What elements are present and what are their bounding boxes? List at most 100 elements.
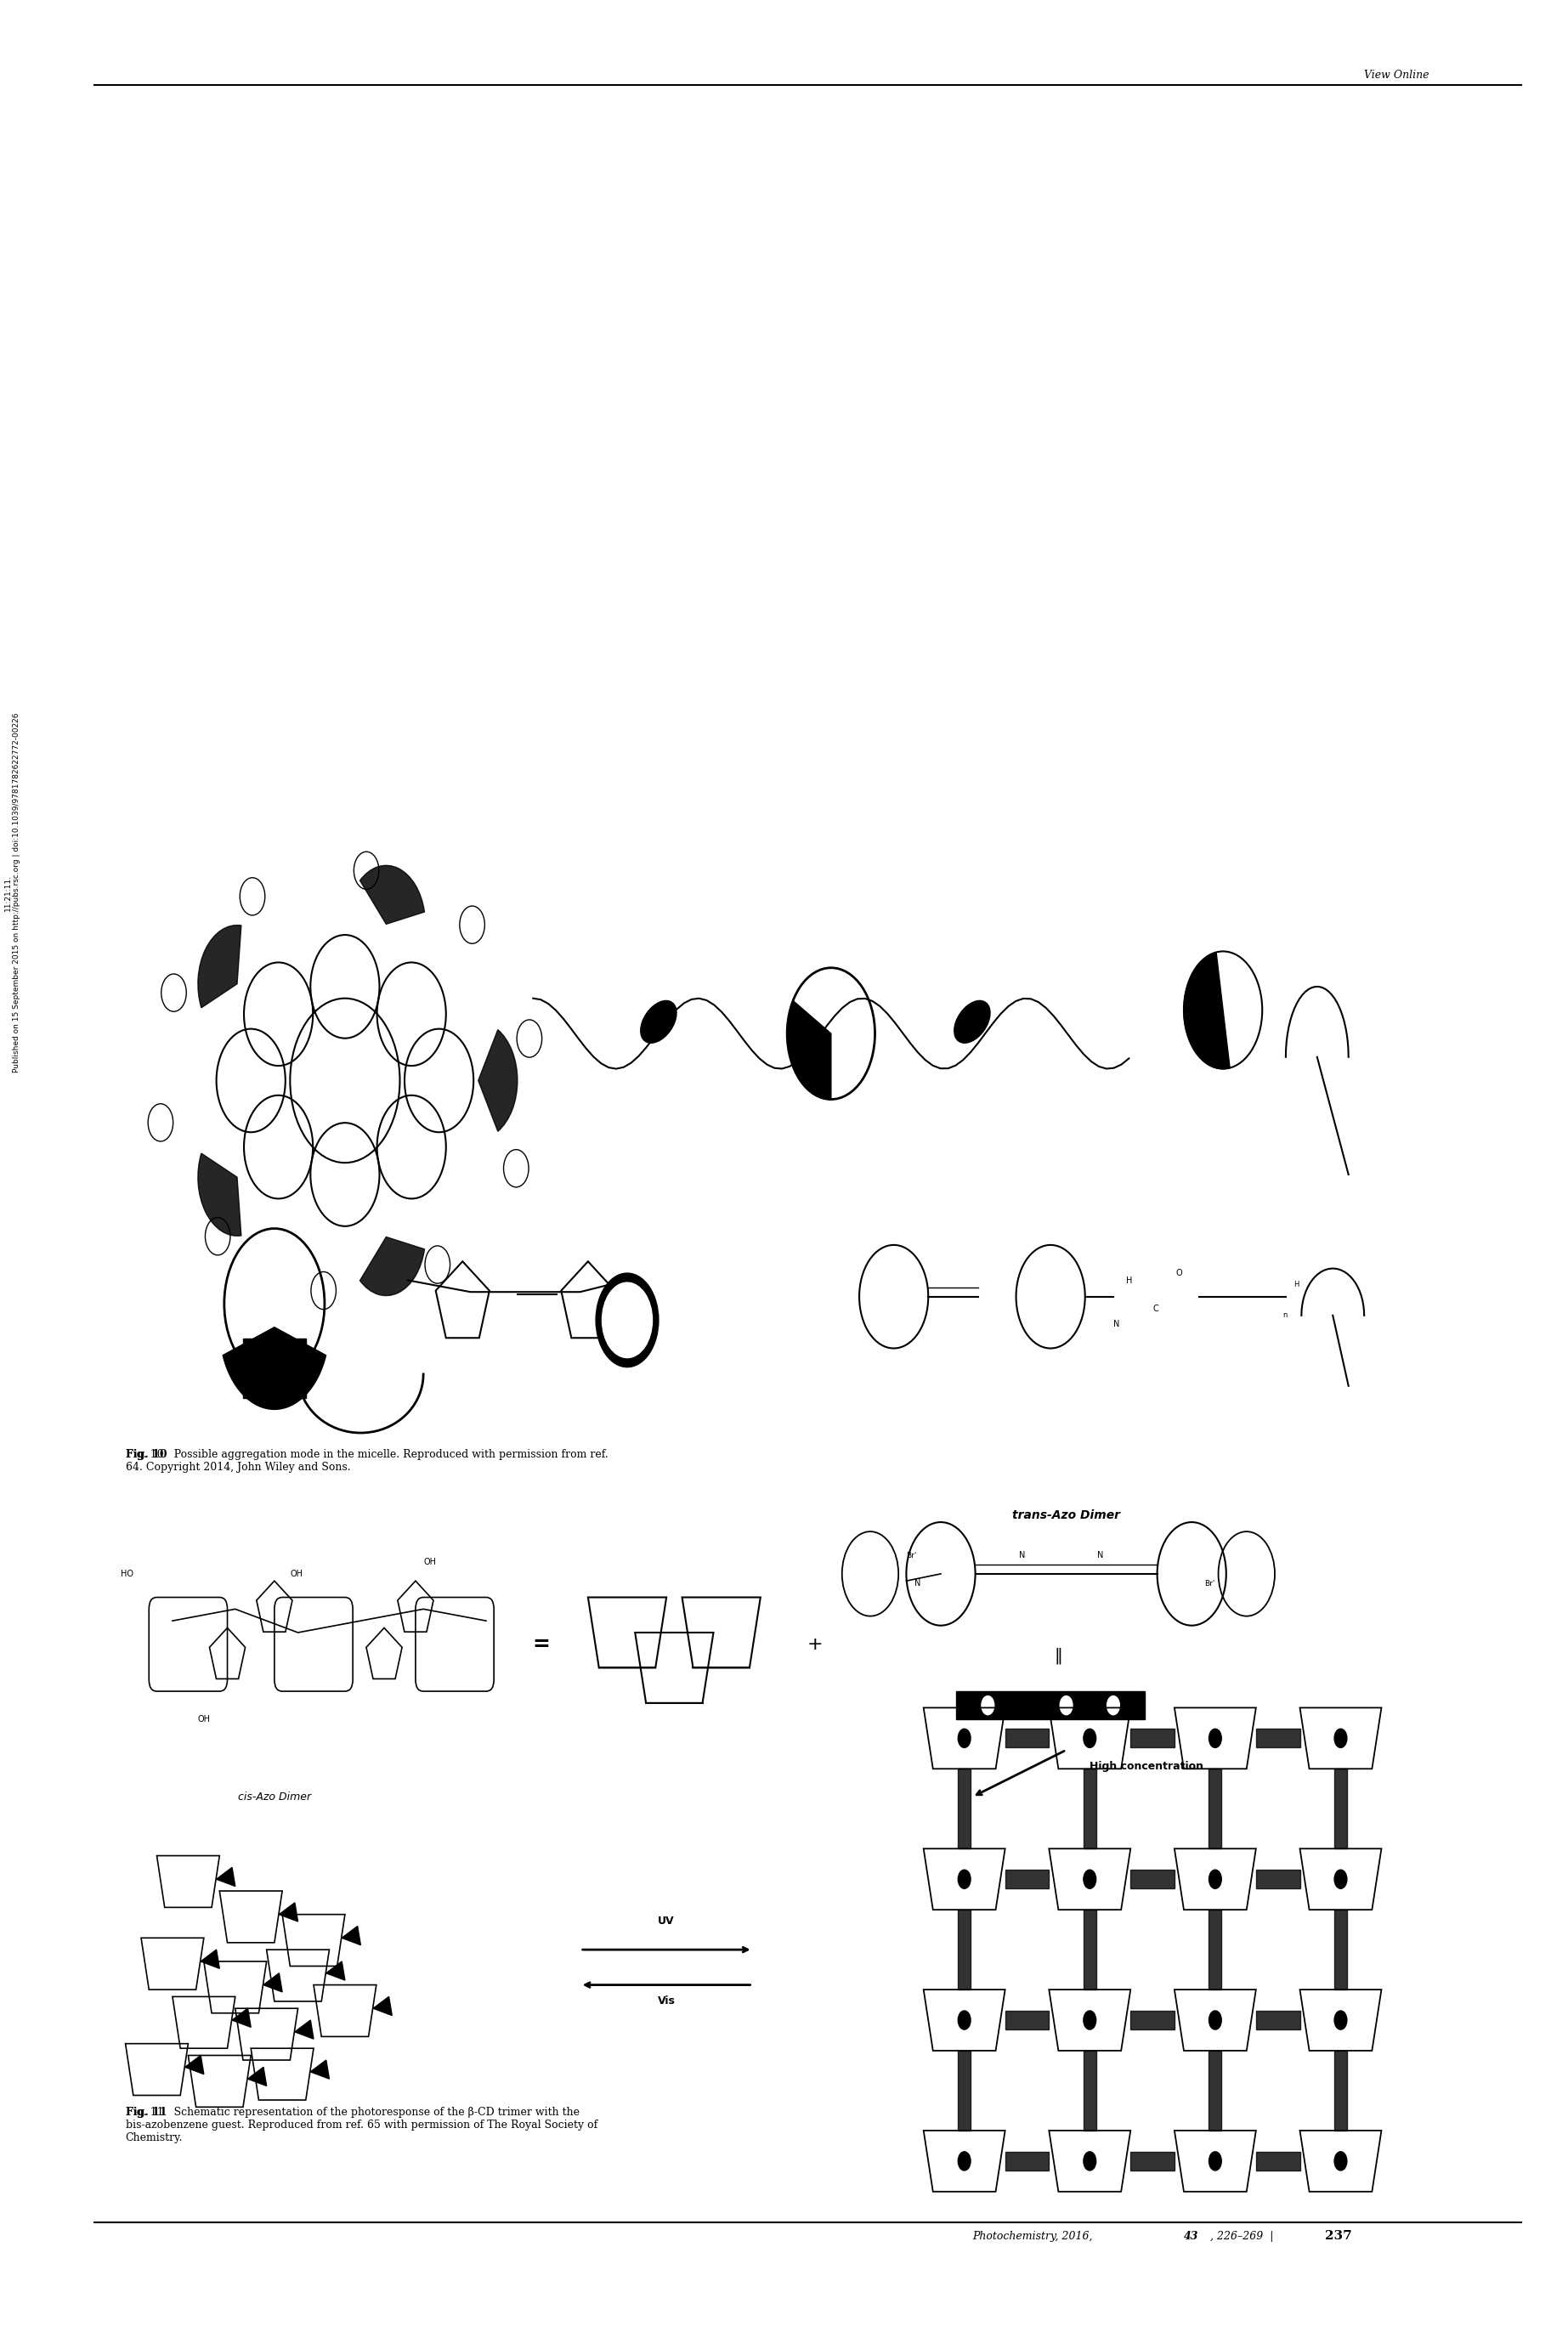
Wedge shape — [1184, 951, 1229, 1069]
Circle shape — [1209, 1729, 1221, 1748]
Text: H: H — [1126, 1276, 1132, 1285]
Wedge shape — [223, 1327, 326, 1409]
Text: N: N — [1019, 1550, 1025, 1560]
Wedge shape — [198, 926, 241, 1008]
Text: O: O — [1176, 1268, 1182, 1278]
Text: Fig. 10   Possible aggregation mode in the micelle. Reproduced with permission f: Fig. 10 Possible aggregation mode in the… — [125, 1449, 608, 1473]
Circle shape — [1107, 1696, 1120, 1715]
Wedge shape — [787, 1001, 831, 1099]
Text: N: N — [1098, 1550, 1104, 1560]
Text: =: = — [532, 1635, 550, 1654]
Bar — [1083, 1910, 1096, 1990]
Bar — [956, 1691, 1145, 1719]
Text: OH: OH — [290, 1569, 303, 1579]
Polygon shape — [263, 1973, 282, 1992]
Polygon shape — [185, 2055, 204, 2074]
Circle shape — [1334, 2152, 1347, 2170]
Text: H: H — [1294, 1280, 1298, 1290]
Bar — [1005, 1870, 1049, 1889]
Circle shape — [982, 1696, 994, 1715]
Bar — [1334, 1910, 1347, 1990]
Circle shape — [1083, 1870, 1096, 1889]
Text: cis-Azo Dimer: cis-Azo Dimer — [238, 1792, 310, 1802]
Wedge shape — [478, 1029, 517, 1132]
Circle shape — [1209, 2152, 1221, 2170]
Text: Fig. 11: Fig. 11 — [125, 2107, 166, 2119]
Bar — [1005, 2011, 1049, 2030]
Text: 11:21:11.
Published on 15 September 2015 on http://pubs.rsc.org | doi:10.1039/97: 11:21:11. Published on 15 September 2015… — [5, 712, 20, 1073]
Polygon shape — [310, 2060, 329, 2079]
Circle shape — [1209, 1870, 1221, 1889]
Text: OH: OH — [198, 1715, 210, 1724]
Text: Photochemistry, 2016,: Photochemistry, 2016, — [972, 2232, 1096, 2241]
Circle shape — [1083, 2152, 1096, 2170]
Text: 43: 43 — [1184, 2232, 1198, 2241]
Polygon shape — [216, 1867, 235, 1886]
Bar — [1334, 1769, 1347, 1849]
Circle shape — [1334, 1870, 1347, 1889]
Bar — [1209, 2051, 1221, 2131]
Circle shape — [958, 2011, 971, 2030]
Text: , 226–269  |: , 226–269 | — [1210, 2232, 1281, 2241]
Text: C: C — [1152, 1304, 1159, 1313]
Bar — [1005, 2152, 1049, 2170]
Wedge shape — [198, 1153, 241, 1236]
Text: N: N — [914, 1579, 920, 1588]
Bar — [1256, 1729, 1300, 1748]
Bar — [1256, 2152, 1300, 2170]
Circle shape — [1083, 2011, 1096, 2030]
Text: View Online: View Online — [1364, 70, 1428, 80]
Ellipse shape — [955, 1001, 989, 1043]
Polygon shape — [342, 1926, 361, 1945]
Bar — [1209, 1910, 1221, 1990]
Circle shape — [1209, 2011, 1221, 2030]
Bar — [1131, 2011, 1174, 2030]
Text: Br': Br' — [1204, 1579, 1215, 1588]
Circle shape — [958, 1729, 971, 1748]
Text: +: + — [808, 1635, 823, 1654]
Text: Fig. 11   Schematic representation of the photoresponse of the β-CD trimer with : Fig. 11 Schematic representation of the … — [125, 2107, 597, 2145]
Text: N: N — [1113, 1320, 1120, 1330]
Bar — [1131, 1729, 1174, 1748]
Bar — [1256, 2011, 1300, 2030]
Text: UV: UV — [659, 1917, 674, 1926]
Polygon shape — [248, 2067, 267, 2086]
Polygon shape — [295, 2020, 314, 2039]
Ellipse shape — [641, 1001, 676, 1043]
Polygon shape — [326, 1961, 345, 1980]
Polygon shape — [232, 2008, 251, 2027]
Wedge shape — [361, 864, 425, 923]
Wedge shape — [361, 1238, 425, 1297]
Polygon shape — [201, 1950, 220, 1968]
Circle shape — [1334, 2011, 1347, 2030]
Bar — [1083, 1769, 1096, 1849]
Text: HO: HO — [121, 1569, 133, 1579]
Text: n: n — [1283, 1311, 1287, 1320]
Ellipse shape — [602, 1283, 652, 1358]
Polygon shape — [279, 1903, 298, 1921]
Text: High concentration: High concentration — [1090, 1762, 1204, 1771]
Text: 237: 237 — [1325, 2229, 1352, 2243]
Bar — [243, 1339, 306, 1398]
Bar — [1083, 2051, 1096, 2131]
Bar — [958, 1769, 971, 1849]
Bar — [1334, 2051, 1347, 2131]
Text: Vis: Vis — [657, 1997, 676, 2006]
Circle shape — [1060, 1696, 1073, 1715]
Bar — [1256, 1870, 1300, 1889]
Text: OH: OH — [423, 1557, 436, 1567]
Bar — [1131, 1870, 1174, 1889]
Bar — [1209, 1769, 1221, 1849]
Bar — [958, 1910, 971, 1990]
Bar — [958, 2051, 971, 2131]
Text: Fig. 10: Fig. 10 — [125, 1449, 166, 1461]
Circle shape — [958, 2152, 971, 2170]
Circle shape — [1334, 1729, 1347, 1748]
Ellipse shape — [596, 1273, 659, 1367]
Text: trans-Azo Dimer: trans-Azo Dimer — [1013, 1508, 1120, 1522]
Text: ‖: ‖ — [1054, 1647, 1063, 1665]
Bar — [1131, 2152, 1174, 2170]
Text: Br': Br' — [906, 1550, 917, 1560]
Circle shape — [958, 1870, 971, 1889]
Bar — [1005, 1729, 1049, 1748]
